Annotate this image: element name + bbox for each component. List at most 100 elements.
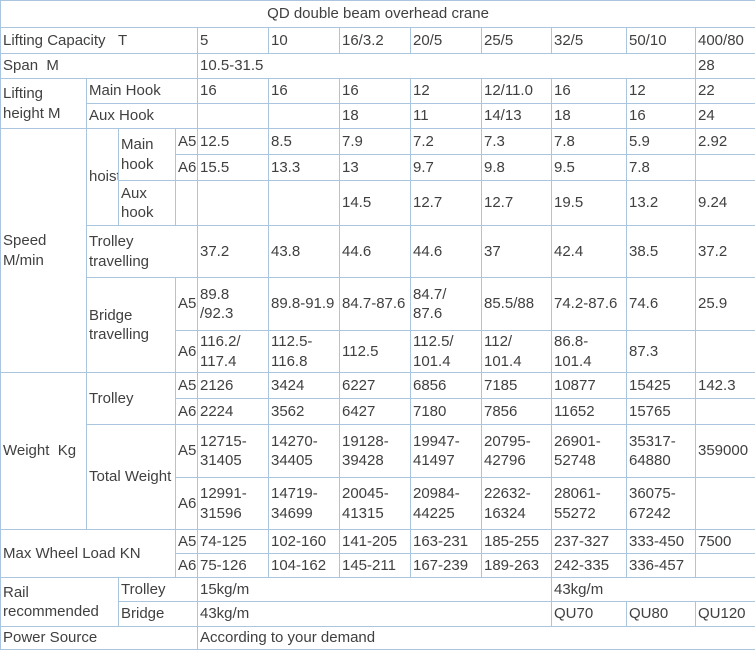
value-cell: 44.6: [340, 226, 411, 278]
value-cell: 75-126: [198, 554, 269, 578]
capacity-value: 16/3.2: [340, 28, 411, 54]
value-cell: 20984- 44225: [411, 478, 482, 530]
capacity-value: 50/10: [627, 28, 696, 54]
speed-hoist-main-a5-row: Speed M/min hoist Main hook A5 12.5 8.5 …: [1, 129, 755, 155]
value-cell: 25.9: [696, 278, 755, 331]
speed-trolley-travelling-row: Trolley travelling 37.2 43.8 44.6 44.6 3…: [1, 226, 755, 278]
capacity-value: 32/5: [552, 28, 627, 54]
value-cell: 16: [198, 79, 269, 104]
value-cell: 104-162: [269, 554, 340, 578]
value-cell: 7.8: [552, 129, 627, 155]
value-cell: 5.9: [627, 129, 696, 155]
capacity-value: 25/5: [482, 28, 552, 54]
value-cell: 7.2: [411, 129, 482, 155]
value-cell: 12.7: [411, 181, 482, 226]
value-cell: 12/11.0: [482, 79, 552, 104]
value-cell: 15.5: [198, 155, 269, 181]
value-cell: [696, 554, 755, 578]
value-cell: 112/ 101.4: [482, 331, 552, 373]
value-cell: 3424: [269, 373, 340, 399]
value-cell: 28061- 55272: [552, 478, 627, 530]
span-value-last: 28: [696, 54, 755, 79]
row-label-aux-hook: Aux Hook: [87, 104, 198, 129]
weight-total-a5-row: Total Weight A5 12715- 31405 14270- 3440…: [1, 425, 755, 478]
value-cell: 237-327: [552, 530, 627, 554]
grade-label-a6: A6: [176, 478, 198, 530]
empty-grade-cell: [176, 181, 198, 226]
value-cell: 22632- 16324: [482, 478, 552, 530]
value-cell: 84.7-87.6: [340, 278, 411, 331]
value-cell: 16: [552, 79, 627, 104]
grade-label-a6: A6: [176, 331, 198, 373]
value-cell: 6227: [340, 373, 411, 399]
value-cell: 20795- 42796: [482, 425, 552, 478]
lifting-height-main-row: Lifting height M Main Hook 16 16 16 12 1…: [1, 79, 755, 104]
row-label-hoist-main-hook: Main hook: [119, 129, 176, 181]
grade-label-a5: A5: [176, 530, 198, 554]
value-cell: 116.2/ 117.4: [198, 331, 269, 373]
value-cell: 112.5- 116.8: [269, 331, 340, 373]
value-cell: 24: [696, 104, 755, 129]
value-cell: 141-205: [340, 530, 411, 554]
rail-bridge-left-value: 43kg/m: [198, 602, 552, 627]
value-cell: [269, 104, 340, 129]
power-source-value: According to your demand: [198, 627, 755, 650]
row-label-lifting-capacity: Lifting Capacity T: [1, 28, 198, 54]
value-cell: 3562: [269, 399, 340, 425]
row-label-max-wheel-load: Max Wheel Load KN: [1, 530, 176, 578]
value-cell: 36075- 67242: [627, 478, 696, 530]
capacity-value: 5: [198, 28, 269, 54]
value-cell: 74.2-87.6: [552, 278, 627, 331]
value-cell: 43.8: [269, 226, 340, 278]
value-cell: 13.2: [627, 181, 696, 226]
value-cell: 9.5: [552, 155, 627, 181]
row-label-rail-trolley: Trolley: [119, 578, 198, 602]
value-cell: 12715- 31405: [198, 425, 269, 478]
value-cell: 7.8: [627, 155, 696, 181]
value-cell: 35317- 64880: [627, 425, 696, 478]
grade-label-a6: A6: [176, 155, 198, 181]
value-cell: 2224: [198, 399, 269, 425]
value-cell: 7856: [482, 399, 552, 425]
value-cell: 9.7: [411, 155, 482, 181]
value-cell: 102-160: [269, 530, 340, 554]
value-cell: 14.5: [340, 181, 411, 226]
value-cell: [198, 104, 269, 129]
value-cell: QU70: [552, 602, 627, 627]
row-label-weight-trolley: Trolley: [87, 373, 176, 425]
value-cell: 8.5: [269, 129, 340, 155]
grade-label-a6: A6: [176, 399, 198, 425]
value-cell: 74-125: [198, 530, 269, 554]
value-cell: 14/13: [482, 104, 552, 129]
weight-trolley-a5-row: Weight Kg Trolley A5 2126 3424 6227 6856…: [1, 373, 755, 399]
value-cell: 89.8 /92.3: [198, 278, 269, 331]
value-cell: 12.7: [482, 181, 552, 226]
value-cell: 37.2: [198, 226, 269, 278]
row-label-trolley-travelling: Trolley travelling: [87, 226, 198, 278]
table-title: QD double beam overhead crane: [1, 1, 755, 28]
speed-bridge-a5-row: Bridge travelling A5 89.8 /92.3 89.8-91.…: [1, 278, 755, 331]
grade-label-a5: A5: [176, 278, 198, 331]
rail-trolley-row: Rail recommended Trolley 15kg/m 43kg/m: [1, 578, 755, 602]
value-cell: 7500: [696, 530, 755, 554]
value-cell: 9.8: [482, 155, 552, 181]
row-label-hoist-aux-hook: Aux hook: [119, 181, 176, 226]
row-label-hoist: hoist: [87, 129, 119, 226]
max-wheel-a5-row: Max Wheel Load KN A5 74-125 102-160 141-…: [1, 530, 755, 554]
value-cell: 16: [269, 79, 340, 104]
value-cell: 10877: [552, 373, 627, 399]
rail-trolley-left-value: 15kg/m: [198, 578, 552, 602]
capacity-value: 20/5: [411, 28, 482, 54]
row-label-speed: Speed M/min: [1, 129, 87, 373]
value-cell: 26901- 52748: [552, 425, 627, 478]
value-cell: 145-211: [340, 554, 411, 578]
rail-trolley-right-value: 43kg/m: [552, 578, 755, 602]
span-row: Span M 10.5-31.5 28: [1, 54, 755, 79]
value-cell: 20045- 41315: [340, 478, 411, 530]
value-cell: 11652: [552, 399, 627, 425]
value-cell: 16: [627, 104, 696, 129]
value-cell: 16: [340, 79, 411, 104]
value-cell: 84.7/ 87.6: [411, 278, 482, 331]
value-cell: 44.6: [411, 226, 482, 278]
